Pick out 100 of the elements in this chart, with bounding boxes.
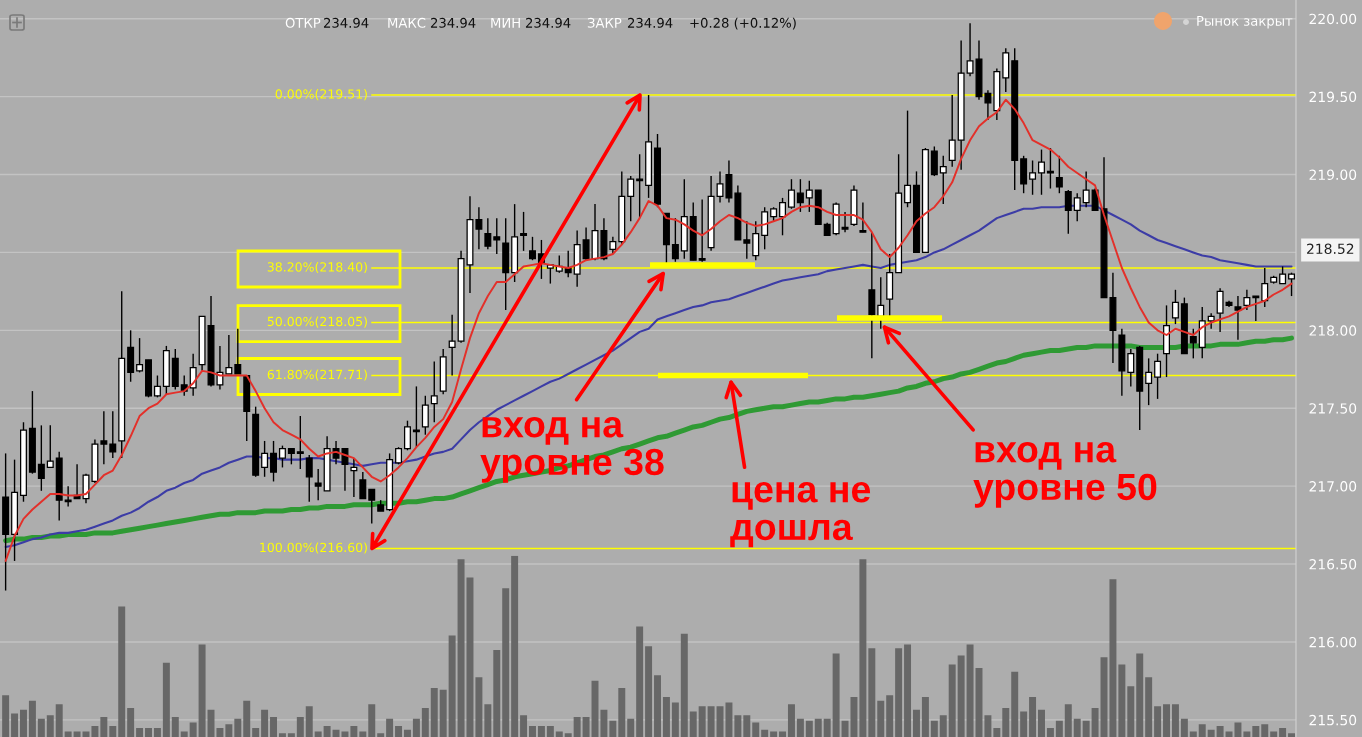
- candlestick: [671, 217, 679, 263]
- bar: [252, 727, 260, 737]
- candlestick: [841, 211, 849, 233]
- bar: [957, 655, 965, 737]
- candlestick: [412, 385, 420, 448]
- candlestick: [930, 145, 938, 177]
- candlestick: [100, 410, 108, 466]
- candlestick: [984, 89, 992, 121]
- bar: [1082, 720, 1090, 737]
- bar: [377, 733, 385, 737]
- bar: [698, 706, 706, 737]
- bar: [689, 711, 697, 737]
- bar: [1038, 709, 1045, 737]
- ref-line-label: 61.80%(217.71): [267, 369, 367, 381]
- bar: [984, 715, 992, 737]
- bar: [582, 717, 590, 737]
- bar: [91, 726, 99, 737]
- bar: [537, 726, 545, 737]
- candlestick: [1082, 170, 1090, 208]
- bar: [421, 707, 429, 737]
- bar: [314, 731, 322, 737]
- candlestick: [421, 395, 429, 436]
- bar: [136, 727, 144, 737]
- ref-line-label: 38.20%(218.40): [267, 261, 367, 274]
- bar: [734, 715, 742, 737]
- candlestick: [1046, 147, 1054, 190]
- bar: [1288, 733, 1296, 737]
- candlestick: [46, 424, 54, 469]
- bar: [546, 726, 554, 737]
- candlestick: [1073, 192, 1081, 222]
- candlestick: [350, 457, 358, 498]
- candlestick: [430, 360, 438, 423]
- bar: [350, 726, 358, 737]
- bar: [1207, 729, 1215, 737]
- y-tick-label: 219.00: [1309, 169, 1357, 180]
- bar: [511, 555, 519, 737]
- bar: [395, 726, 403, 737]
- candlestick: [305, 454, 313, 503]
- bar: [939, 715, 947, 737]
- candlestick: [296, 415, 304, 470]
- bar: [305, 706, 313, 737]
- bar: [1261, 724, 1269, 737]
- bar: [1055, 720, 1063, 737]
- bar: [654, 675, 661, 737]
- annotation: 234.94: [525, 17, 571, 28]
- bar: [1270, 731, 1278, 737]
- candlestick: [1127, 348, 1135, 388]
- bar: [1064, 704, 1072, 737]
- ref-line-label: 50.00%(218.05): [267, 316, 367, 328]
- annotation: МАКС: [388, 17, 426, 28]
- candlestick: [359, 471, 367, 500]
- bar: [502, 588, 510, 737]
- bar: [555, 731, 563, 737]
- bar: [162, 662, 170, 737]
- candlestick: [1288, 271, 1296, 297]
- bar: [118, 606, 126, 737]
- bar: [823, 718, 831, 737]
- bar: [439, 689, 447, 737]
- annotation: МИН: [491, 18, 520, 28]
- candlestick: [1234, 295, 1242, 341]
- bar: [189, 722, 197, 737]
- annotation: Рынок закрыт: [1197, 16, 1293, 29]
- bar: [1002, 707, 1010, 737]
- bar: [868, 648, 876, 737]
- bar: [564, 733, 572, 737]
- bar: [180, 731, 188, 737]
- y-tick-label: 216.00: [1309, 636, 1357, 648]
- y-tick-label: 218.00: [1309, 325, 1357, 336]
- bar: [73, 731, 81, 737]
- bar: [448, 635, 456, 737]
- bar: [805, 720, 813, 737]
- bar: [1136, 653, 1144, 737]
- y-tick-label: 220.00: [1309, 13, 1357, 25]
- bar: [287, 733, 295, 737]
- text: 218.52: [1307, 243, 1354, 255]
- candlestick: [1154, 353, 1162, 400]
- bar: [20, 709, 27, 737]
- annotation: +0.28 (+0.12%): [690, 17, 796, 30]
- candlestick: [189, 353, 197, 397]
- bar: [475, 677, 483, 737]
- candlestick: [234, 328, 242, 375]
- annotation: 234.94: [627, 17, 673, 28]
- bar: [109, 726, 117, 737]
- candlestick: [529, 236, 536, 261]
- bar: [529, 726, 536, 737]
- candlestick: [779, 197, 787, 236]
- candlestick: [270, 440, 278, 483]
- bar: [779, 731, 787, 737]
- bar: [46, 715, 54, 737]
- candlestick: [493, 217, 501, 255]
- bar: [743, 715, 751, 737]
- candlestick: [805, 180, 813, 213]
- bar: [966, 644, 974, 737]
- candlestick: [904, 109, 912, 208]
- bar: [671, 702, 679, 737]
- bar: [278, 733, 286, 737]
- bar: [1145, 677, 1153, 737]
- bar: [11, 713, 19, 737]
- bar: [930, 720, 938, 737]
- bar: [1109, 579, 1117, 737]
